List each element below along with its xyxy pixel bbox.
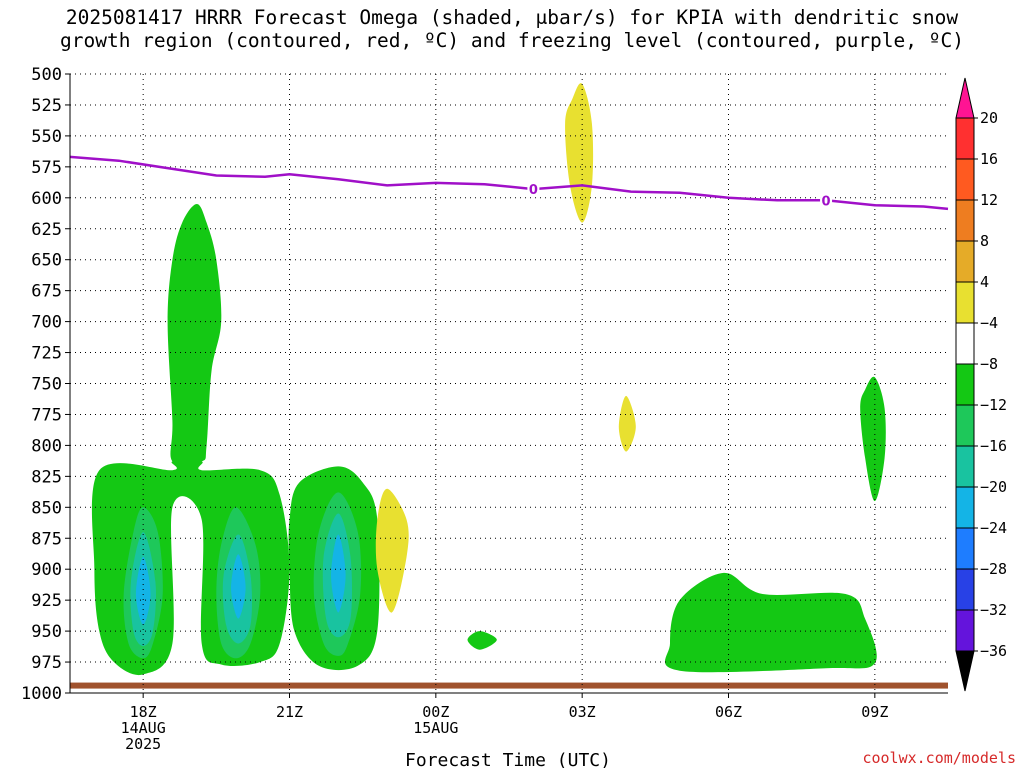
x-tick-label: 21Z [276,703,303,721]
y-tick-label: 975 [31,653,62,673]
freezing-label-bg [820,191,833,208]
colorbar-segment [955,363,975,406]
colorbar-label: −28 [980,560,1007,578]
y-tick-label: 950 [31,622,62,642]
freezing-level-label: 0 [529,183,538,198]
colorbar-segment [955,240,975,283]
y-tick-label: 550 [31,127,62,147]
freezing-level-layer: 00 [69,155,949,211]
omega-region-5 [467,631,497,650]
colorbar-label: 8 [980,232,989,250]
colorbar-label: −24 [980,519,1007,537]
y-tick-label: 775 [31,405,62,425]
colorbar-segment [955,609,975,652]
y-tick-label: 675 [31,282,62,302]
omega-region-0 [91,460,290,676]
y-tick-label: 500 [31,65,62,85]
colorbar-segment [955,445,975,488]
colorbar-segment [955,527,975,570]
x-axis-label: Forecast Time (UTC) [405,750,611,768]
y-tick-label: 700 [31,313,62,333]
colorbar-label: −12 [980,396,1007,414]
colorbar-label: −8 [980,355,998,373]
x-tick-label: 03Z [569,703,596,721]
omega-region-8 [618,395,636,452]
colorbar-label: 16 [980,150,998,168]
grid-layer [70,73,948,694]
omega-region-1 [167,204,222,466]
x-tick-label: 14AUG [121,719,166,737]
freezing-level-line [69,155,949,211]
omega-region-15 [135,556,151,625]
y-tick-label: 650 [31,251,62,271]
y-tick-label: 625 [31,220,62,240]
chart-title-line-1: 2025081417 HRRR Forecast Omega (shaded, … [65,6,959,29]
y-tick-label: 525 [31,96,62,116]
x-tick-label: 2025 [125,735,161,753]
freezing-label-bg [527,180,540,197]
colorbar-top-arrow [955,77,975,119]
surface-band-layer [70,682,948,689]
colorbar-label: −16 [980,437,1007,455]
colorbar-bottom-arrow [955,650,975,692]
y-tick-label: 750 [31,375,62,395]
y-tick-label: 875 [31,529,62,549]
x-tick-label: 06Z [715,703,742,721]
omega-region-17 [331,534,346,613]
chart-title-line-2: growth region (contoured, red, ºC) and f… [60,29,964,52]
omega-region-4 [860,376,886,502]
y-tick-label: 600 [31,189,62,209]
chart-title: 2025081417 HRRR Forecast Omega (shaded, … [0,6,1024,52]
colorbar-label: −20 [980,478,1007,496]
y-tick-label: 725 [31,344,62,364]
colorbar-label: 12 [980,191,998,209]
x-tick-label: 15AUG [413,719,458,737]
surface-band [70,682,948,689]
colorbar-segment [955,322,975,365]
colorbar-segment [955,281,975,324]
y-tick-label: 900 [31,560,62,580]
colorbar-segment [955,117,975,160]
y-tick-label: 800 [31,436,62,456]
colorbar-label: 20 [980,109,998,127]
colorbar-segment [955,486,975,529]
colorbar-segment [955,158,975,201]
omega-region-7 [375,488,409,613]
x-tick-label: 18Z [130,703,157,721]
axes-layer: 500 525 550 575 600 625 650 675 700 725 750 775 800 8… [21,65,948,753]
freezing-level-label: 0 [822,194,831,209]
y-tick-label: 575 [31,158,62,178]
omega-region-16 [231,554,246,619]
omega-region-6 [565,83,594,223]
x-tick-label: 09Z [861,703,888,721]
credit-text: coolwx.com/models [862,749,1016,767]
omega-region-3 [664,572,877,673]
x-tick-label: 00Z [422,703,449,721]
colorbar-label: −4 [980,314,998,332]
colorbar-segment [955,568,975,611]
y-tick-label: 850 [31,498,62,518]
omega-shading-layer [91,83,886,676]
y-tick-label: 925 [31,591,62,611]
colorbar-segment [955,199,975,242]
colorbar-label: 4 [980,273,989,291]
colorbar-label: −32 [980,601,1007,619]
colorbar: 20 16 12 8 4 −4 −8 −12 −16 −20 −24 −28 −32 −36 [955,77,1007,692]
colorbar-segment [955,404,975,447]
colorbar-label: −36 [980,642,1007,660]
y-tick-label: 825 [31,467,62,487]
y-tick-label: 1000 [21,684,62,704]
